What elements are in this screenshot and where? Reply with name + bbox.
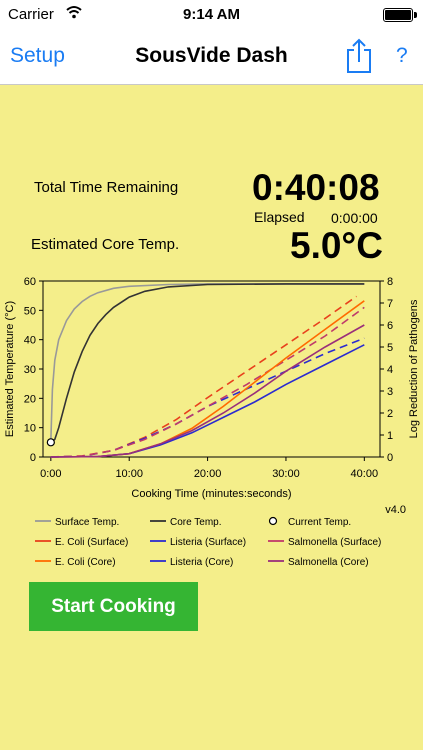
- y-tick-label: 60: [24, 276, 36, 288]
- series-line-e-coli-surface: [50, 295, 357, 458]
- total-time-value: 0:40:08: [252, 167, 380, 208]
- elapsed-label: Elapsed: [254, 209, 305, 225]
- legend-label: Listeria (Core): [170, 557, 233, 568]
- core-temp-label: Estimated Core Temp.: [31, 236, 180, 253]
- plot-frame: [42, 280, 381, 458]
- y-tick-label: 10: [24, 423, 36, 435]
- elapsed-value: 0:00:00: [331, 210, 378, 226]
- legend-marker-current-temp: [268, 516, 278, 526]
- y-axis-label: Estimated Temperature (°C): [4, 301, 16, 437]
- legend-label: Salmonella (Surface): [288, 537, 381, 548]
- legend-label: Current Temp.: [288, 517, 351, 528]
- nav-bar: Setup SousVide Dash ?: [0, 30, 423, 85]
- series-line-salmonella-core: [50, 324, 365, 458]
- y-tick-label: 30: [24, 364, 36, 376]
- x-axis-label: Cooking Time (minutes:seconds): [131, 488, 291, 500]
- battery-icon: [383, 8, 417, 22]
- legend-label: Salmonella (Core): [288, 557, 369, 568]
- legend-label: Listeria (Surface): [170, 537, 246, 548]
- legend-label: E. Coli (Core): [55, 557, 116, 568]
- y2-tick-label: 0: [387, 452, 393, 464]
- version-label: v4.0: [385, 504, 406, 516]
- y2-axis-label: Log Reduction of Pathogens: [408, 299, 420, 438]
- x-tick-label: 30:00: [272, 468, 300, 480]
- series-line-core-temp: [50, 283, 365, 443]
- x-tick-label: 40:00: [351, 468, 379, 480]
- y-tick-label: 20: [24, 393, 36, 405]
- wifi-icon: [66, 5, 82, 23]
- y2-tick-label: 6: [387, 320, 393, 332]
- legend-label: Core Temp.: [170, 517, 222, 528]
- y2-tick-label: 1: [387, 430, 393, 442]
- legend-label: E. Coli (Surface): [55, 537, 128, 548]
- series-line-salmonella-surface: [50, 306, 365, 458]
- core-temp-value: 5.0°C: [290, 225, 383, 266]
- status-bar: Carrier 9:14 AM: [0, 0, 423, 30]
- legend-label: Surface Temp.: [55, 517, 119, 528]
- total-time-label: Total Time Remaining: [34, 179, 179, 196]
- y2-tick-label: 8: [387, 276, 393, 288]
- setup-button[interactable]: Setup: [10, 44, 65, 67]
- temperature-chart: 0 10 20 30 40 50 60 0 1 2 3 4 5 6 7 8 0:00 10:00 20:00 30:0…: [4, 276, 420, 568]
- y2-tick-label: 2: [387, 408, 393, 420]
- help-button[interactable]: ?: [396, 44, 408, 67]
- x-tick-label: 0:00: [40, 468, 61, 480]
- carrier-label: Carrier: [8, 6, 54, 23]
- current-temp-marker: [46, 438, 55, 447]
- y2-tick-label: 5: [387, 342, 393, 354]
- x-tick-label: 20:00: [194, 468, 222, 480]
- status-time: 9:14 AM: [183, 6, 240, 23]
- y-tick-label: 50: [24, 305, 36, 317]
- series-line-surface-temp: [50, 283, 365, 443]
- y-tick-label: 40: [24, 335, 36, 347]
- x-tick-label: 10:00: [115, 468, 143, 480]
- series-line-listeria-core: [50, 344, 365, 458]
- y2-tick-label: 4: [387, 364, 393, 376]
- y2-tick-label: 7: [387, 298, 393, 310]
- start-cooking-button[interactable]: Start Cooking: [29, 582, 198, 631]
- y-tick-label: 0: [30, 452, 36, 464]
- y2-tick-label: 3: [387, 386, 393, 398]
- share-icon[interactable]: [344, 38, 374, 74]
